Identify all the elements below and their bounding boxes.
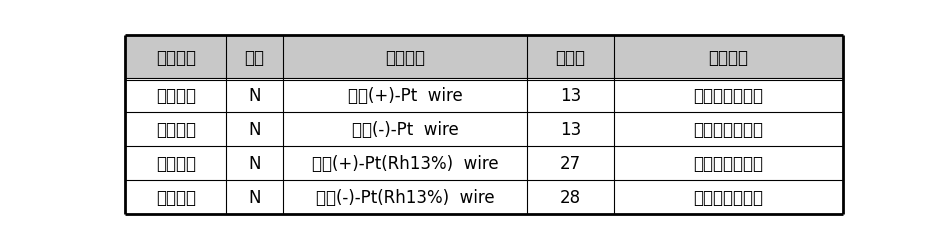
Text: 단위: 단위 <box>244 48 264 66</box>
Text: 13: 13 <box>559 87 581 105</box>
Text: 시험장비: 시험장비 <box>708 48 748 66</box>
Bar <box>527 147 613 181</box>
Text: 시즈(-)-Pt  wire: 시즈(-)-Pt wire <box>351 121 458 139</box>
Text: 27: 27 <box>559 155 581 173</box>
Bar <box>226 36 283 79</box>
Bar <box>126 79 226 113</box>
Text: 결과치: 결과치 <box>555 48 585 66</box>
Bar <box>226 113 283 147</box>
Text: 만능인장시험기: 만능인장시험기 <box>693 87 763 105</box>
Text: 시즈(+)-Pt(Rh13%)  wire: 시즈(+)-Pt(Rh13%) wire <box>312 155 498 173</box>
Bar <box>226 147 283 181</box>
Text: 시즈(+)-Pt  wire: 시즈(+)-Pt wire <box>347 87 463 105</box>
Text: 인장하중: 인장하중 <box>156 155 195 173</box>
Bar <box>126 181 226 214</box>
Bar <box>613 113 842 147</box>
Bar <box>613 36 842 79</box>
Text: 13: 13 <box>559 121 581 139</box>
Bar <box>527 79 613 113</box>
Text: 인장하중: 인장하중 <box>156 121 195 139</box>
Text: N: N <box>248 189 261 207</box>
Bar <box>126 147 226 181</box>
Text: 인장하중: 인장하중 <box>156 189 195 207</box>
Text: N: N <box>248 121 261 139</box>
Bar <box>613 147 842 181</box>
Bar <box>527 36 613 79</box>
Bar <box>283 181 527 214</box>
Text: 시험항목: 시험항목 <box>156 48 195 66</box>
Text: 만능인장시험기: 만능인장시험기 <box>693 155 763 173</box>
Bar <box>613 79 842 113</box>
Text: N: N <box>248 87 261 105</box>
Bar <box>283 147 527 181</box>
Bar <box>527 181 613 214</box>
Bar <box>226 79 283 113</box>
Text: N: N <box>248 155 261 173</box>
Bar <box>527 113 613 147</box>
Bar <box>283 113 527 147</box>
Bar <box>226 181 283 214</box>
Text: 시즈(-)-Pt(Rh13%)  wire: 시즈(-)-Pt(Rh13%) wire <box>315 189 494 207</box>
Text: 28: 28 <box>559 189 581 207</box>
Text: 인장하중: 인장하중 <box>156 87 195 105</box>
Bar <box>126 113 226 147</box>
Text: 시료구분: 시료구분 <box>385 48 425 66</box>
Bar <box>283 79 527 113</box>
Bar <box>283 36 527 79</box>
Text: 만능인장시험기: 만능인장시험기 <box>693 121 763 139</box>
Bar <box>613 181 842 214</box>
Text: 만능인장시험기: 만능인장시험기 <box>693 189 763 207</box>
Bar <box>126 36 226 79</box>
